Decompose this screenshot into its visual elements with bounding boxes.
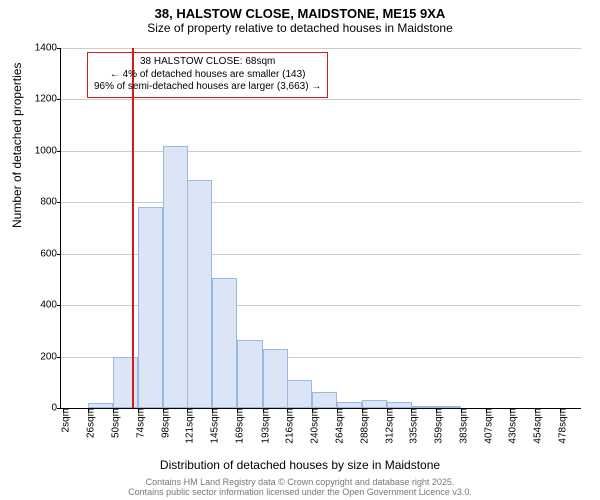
- histogram-bar: [362, 400, 387, 408]
- xtick-label: 2sqm: [55, 408, 72, 432]
- chart-container: 38, HALSTOW CLOSE, MAIDSTONE, ME15 9XA S…: [0, 0, 600, 500]
- gridline: [61, 202, 581, 203]
- chart-subtitle: Size of property relative to detached ho…: [0, 21, 600, 35]
- ytick-label: 1200: [35, 94, 61, 105]
- annotation-box: 38 HALSTOW CLOSE: 68sqm← 4% of detached …: [87, 52, 328, 98]
- histogram-bar: [312, 392, 337, 408]
- footnote-line2: Contains public sector information licen…: [128, 487, 472, 497]
- xtick-label: 240sqm: [303, 408, 320, 444]
- x-axis-label: Distribution of detached houses by size …: [0, 458, 600, 472]
- xtick-label: 216sqm: [278, 408, 295, 444]
- xtick-label: 430sqm: [501, 408, 518, 444]
- ytick-label: 600: [40, 248, 61, 259]
- annotation-line: 96% of semi-detached houses are larger (…: [94, 81, 321, 94]
- annotation-line: 38 HALSTOW CLOSE: 68sqm: [94, 56, 321, 69]
- xtick-label: 478sqm: [552, 408, 569, 444]
- histogram-bar: [337, 402, 362, 408]
- histogram-bar: [113, 357, 138, 408]
- xtick-label: 264sqm: [328, 408, 345, 444]
- ytick-label: 800: [40, 197, 61, 208]
- xtick-label: 454sqm: [527, 408, 544, 444]
- histogram-bar: [163, 146, 188, 408]
- y-axis-label: Number of detached properties: [10, 63, 24, 228]
- xtick-label: 74sqm: [130, 408, 147, 438]
- xtick-label: 50sqm: [105, 408, 122, 438]
- histogram-bar: [187, 180, 212, 408]
- xtick-label: 312sqm: [378, 408, 395, 444]
- xtick-label: 193sqm: [254, 408, 271, 444]
- ytick-label: 1000: [35, 145, 61, 156]
- footnote-line1: Contains HM Land Registry data © Crown c…: [146, 477, 455, 487]
- chart-title: 38, HALSTOW CLOSE, MAIDSTONE, ME15 9XA: [0, 0, 600, 21]
- xtick-label: 335sqm: [402, 408, 419, 444]
- annotation-arrow: [132, 94, 134, 165]
- gridline: [61, 151, 581, 152]
- histogram-bar: [237, 340, 262, 408]
- histogram-bar: [436, 406, 461, 408]
- gridline: [61, 99, 581, 100]
- histogram-bar: [263, 349, 288, 408]
- xtick-label: 98sqm: [155, 408, 172, 438]
- histogram-bar: [411, 406, 436, 408]
- histogram-bar: [212, 278, 237, 408]
- xtick-label: 359sqm: [427, 408, 444, 444]
- xtick-label: 169sqm: [229, 408, 246, 444]
- histogram-bar: [138, 207, 163, 408]
- histogram-bar: [387, 402, 412, 408]
- gridline: [61, 48, 581, 49]
- footnote: Contains HM Land Registry data © Crown c…: [0, 478, 600, 498]
- plot-area: 02004006008001000120014002sqm26sqm50sqm7…: [60, 48, 581, 409]
- xtick-label: 288sqm: [353, 408, 370, 444]
- ytick-label: 400: [40, 300, 61, 311]
- histogram-bar: [88, 403, 113, 408]
- histogram-bar: [287, 380, 312, 408]
- xtick-label: 145sqm: [204, 408, 221, 444]
- xtick-label: 26sqm: [80, 408, 97, 438]
- xtick-label: 407sqm: [477, 408, 494, 444]
- xtick-label: 121sqm: [179, 408, 196, 444]
- ytick-label: 1400: [35, 43, 61, 54]
- xtick-label: 383sqm: [452, 408, 469, 444]
- annotation-line: ← 4% of detached houses are smaller (143…: [94, 69, 321, 82]
- ytick-label: 200: [40, 351, 61, 362]
